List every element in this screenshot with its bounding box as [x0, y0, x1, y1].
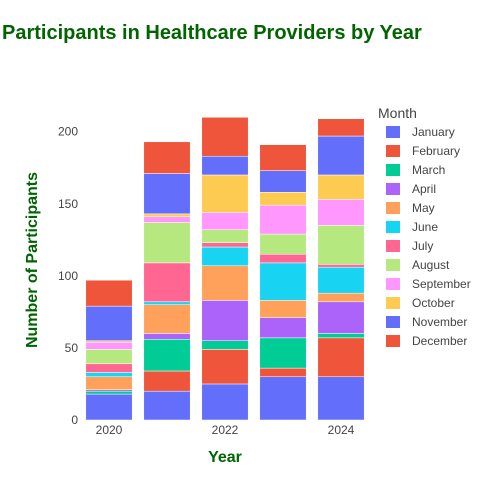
bar-april-2022 — [201, 300, 249, 341]
bar-october-2024 — [317, 174, 365, 200]
bar-june-2021 — [143, 301, 191, 305]
bar-august-2020 — [85, 349, 133, 365]
legend-label-june[interactable]: June — [412, 220, 438, 234]
bar-june-2020 — [85, 372, 133, 377]
legend-label-august[interactable]: August — [412, 258, 450, 272]
legend-label-march[interactable]: March — [412, 163, 445, 177]
bar-january-2022 — [201, 383, 249, 421]
y-tick-label: 0 — [71, 413, 78, 427]
bar-november-2022 — [201, 155, 249, 176]
bar-february-2021 — [143, 370, 191, 392]
bar-december-2024 — [317, 118, 365, 137]
bar-august-2024 — [317, 225, 365, 265]
bar-may-2021 — [143, 304, 191, 334]
bar-january-2023 — [259, 376, 307, 421]
legend-swatch-january[interactable] — [386, 126, 400, 138]
bar-july-2023 — [259, 253, 307, 264]
bar-september-2020 — [85, 341, 133, 350]
y-tick-label: 100 — [58, 269, 78, 283]
legend-swatch-july[interactable] — [386, 240, 400, 252]
legend-swatch-august[interactable] — [386, 259, 400, 271]
bar-february-2023 — [259, 367, 307, 378]
bar-september-2024 — [317, 199, 365, 226]
y-axis-title: Number of Participants — [24, 172, 41, 348]
chart-title: Participants in Healthcare Providers by … — [2, 22, 422, 44]
bar-january-2021 — [143, 390, 191, 421]
bar-may-2020 — [85, 376, 133, 390]
bar-july-2020 — [85, 363, 133, 373]
bar-december-2023 — [259, 144, 307, 171]
bar-october-2023 — [259, 192, 307, 206]
legend-label-september[interactable]: September — [412, 277, 471, 291]
bar-december-2020 — [85, 279, 133, 307]
x-axis-ticks: 2020 2022 2024 — [96, 423, 355, 437]
bar-february-2024 — [317, 337, 365, 378]
bar-july-2022 — [201, 242, 249, 248]
bar-june-2023 — [259, 262, 307, 301]
bar-december-2022 — [201, 117, 249, 157]
x-axis-title: Year — [208, 449, 242, 466]
legend-label-july[interactable]: July — [412, 239, 433, 253]
legend-items: January February March April May June July Augu… — [386, 125, 471, 348]
legend-swatch-december[interactable] — [386, 335, 400, 347]
bar-august-2022 — [201, 229, 249, 243]
legend-swatch-june[interactable] — [386, 221, 400, 233]
bar-october-2021 — [143, 213, 191, 217]
y-axis-ticks: 0 50 100 150 200 — [58, 125, 78, 427]
bar-february-2022 — [201, 349, 249, 385]
bar-january-2024 — [317, 376, 365, 421]
legend: Month January February March April May June Ju… — [378, 105, 471, 348]
legend-label-february[interactable]: February — [412, 144, 460, 158]
x-tick-label: 2020 — [96, 423, 123, 437]
bar-november-2020 — [85, 305, 133, 341]
bar-may-2022 — [201, 265, 249, 301]
bar-july-2024 — [317, 264, 365, 268]
legend-title: Month — [378, 105, 417, 121]
legend-swatch-march[interactable] — [386, 164, 400, 176]
bar-november-2024 — [317, 135, 365, 176]
legend-swatch-september[interactable] — [386, 278, 400, 290]
bar-december-2021 — [143, 141, 191, 174]
y-tick-label: 50 — [65, 341, 79, 355]
y-tick-label: 150 — [58, 197, 78, 211]
legend-swatch-april[interactable] — [386, 183, 400, 195]
legend-swatch-may[interactable] — [386, 202, 400, 214]
bar-august-2021 — [143, 222, 191, 264]
y-tick-label: 200 — [58, 125, 78, 139]
bar-september-2021 — [143, 216, 191, 223]
bar-november-2023 — [259, 170, 307, 193]
legend-label-october[interactable]: October — [412, 296, 455, 310]
legend-swatch-november[interactable] — [386, 316, 400, 328]
bar-march-2022 — [201, 340, 249, 350]
bar-march-2024 — [317, 333, 365, 339]
bar-march-2023 — [259, 337, 307, 369]
bar-june-2024 — [317, 266, 365, 294]
bar-march-2021 — [143, 339, 191, 372]
legend-label-november[interactable]: November — [412, 315, 467, 329]
legend-label-december[interactable]: December — [412, 334, 467, 348]
legend-label-january[interactable]: January — [412, 125, 455, 139]
bar-september-2022 — [201, 212, 249, 230]
bars-group — [85, 117, 365, 421]
bar-january-2020 — [85, 393, 133, 421]
bar-september-2023 — [259, 204, 307, 235]
bar-april-2024 — [317, 301, 365, 334]
bar-may-2023 — [259, 300, 307, 318]
x-tick-label: 2022 — [212, 423, 239, 437]
bar-october-2022 — [201, 174, 249, 213]
bar-april-2023 — [259, 317, 307, 339]
bar-august-2023 — [259, 233, 307, 255]
bar-march-2020 — [85, 390, 133, 395]
bar-november-2021 — [143, 173, 191, 215]
legend-label-april[interactable]: April — [412, 182, 436, 196]
legend-swatch-february[interactable] — [386, 145, 400, 157]
bar-april-2021 — [143, 333, 191, 340]
legend-label-may[interactable]: May — [412, 201, 435, 215]
legend-swatch-october[interactable] — [386, 297, 400, 309]
bar-july-2021 — [143, 262, 191, 303]
bar-may-2024 — [317, 292, 365, 303]
x-tick-label: 2024 — [328, 423, 355, 437]
bar-june-2022 — [201, 246, 249, 267]
